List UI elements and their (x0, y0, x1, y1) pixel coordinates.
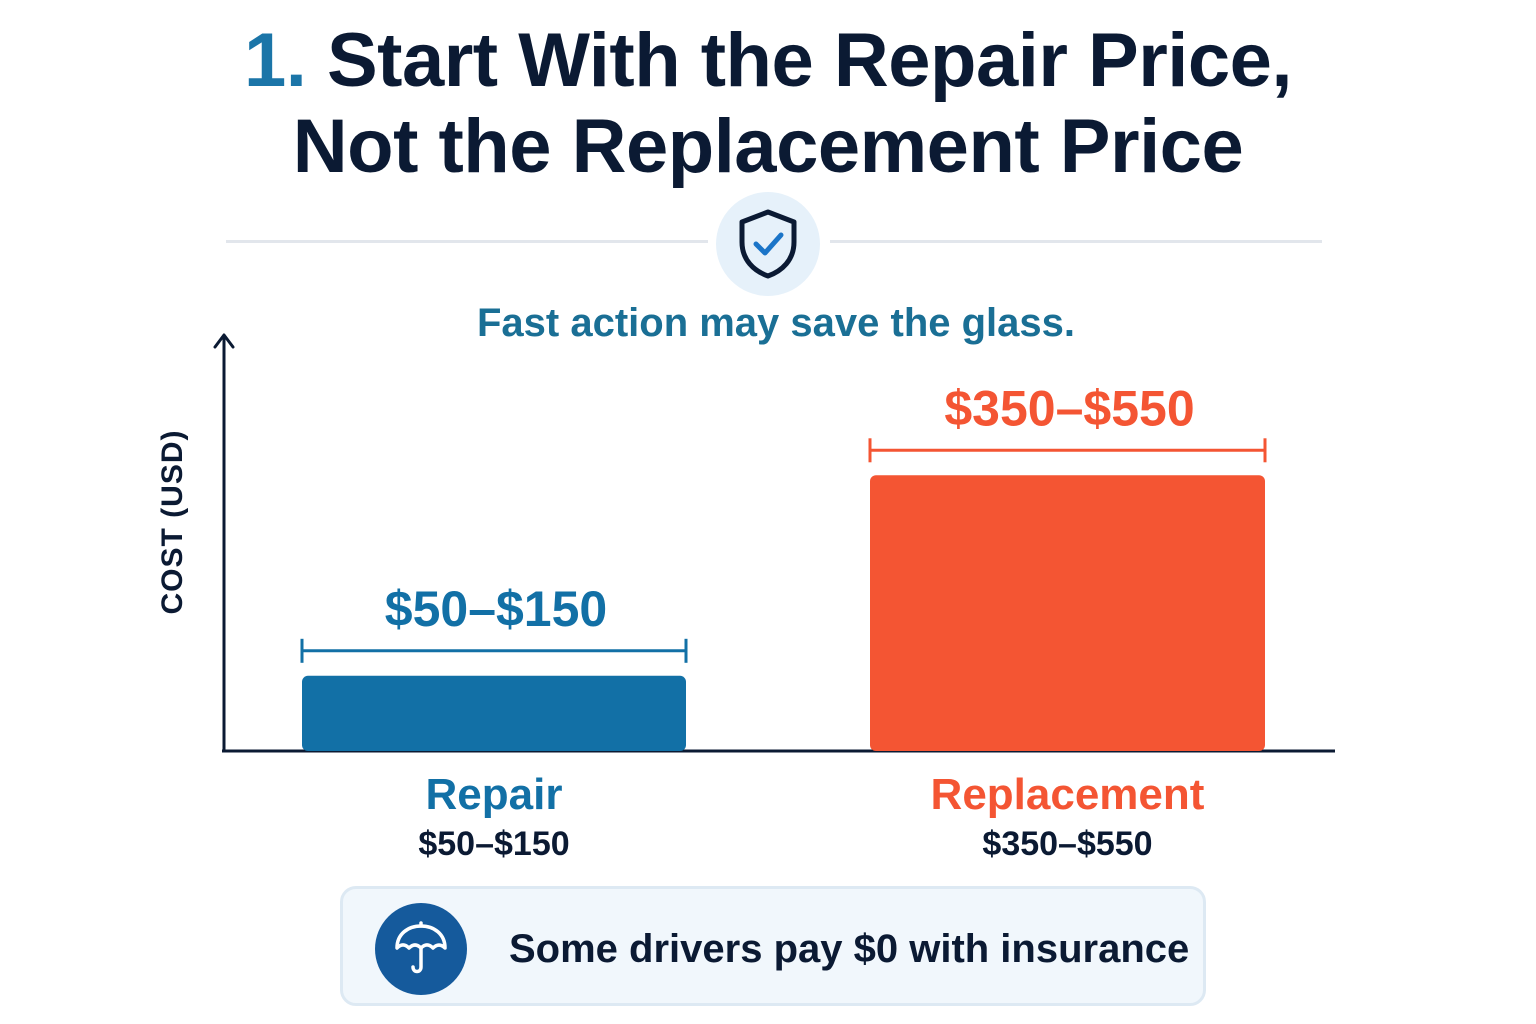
replacement-bar (870, 475, 1265, 751)
umbrella-icon (395, 921, 447, 974)
title-line-2: Not the Replacement Price (292, 104, 1244, 189)
insurance-callout-text: Some drivers pay $0 with insurance (509, 927, 1190, 971)
umbrella-icon-badge (375, 903, 467, 995)
shield-check-icon (739, 209, 797, 279)
repair-category-label: Repair (426, 770, 563, 819)
y-axis-arrow (213, 333, 235, 349)
insurance-callout: Some drivers pay $0 with insurance (340, 886, 1206, 1006)
y-axis-label: COST (USD) (156, 430, 189, 615)
title-line-1-text: Start With the Repair Price, (326, 18, 1293, 103)
replacement-price-label: $350–$550 (982, 825, 1152, 863)
shield-badge (716, 192, 820, 296)
chart-subtitle: Fast action may save the glass. (476, 301, 1076, 345)
replacement-category-label: Replacement (931, 770, 1205, 819)
title-line-1: 1. Start With the Repair Price, (0, 18, 1536, 104)
repair-bar (302, 675, 686, 751)
replacement-data-label: $350–$550 (944, 380, 1194, 436)
cost-comparison-chart: COST (USD) $50–$150 Repair $50–$150 $350–$55… (156, 333, 1335, 863)
page-title: 1. Start With the Repair Price, Not the … (0, 18, 1536, 190)
repair-data-label: $50–$150 (385, 581, 607, 637)
divider-left (226, 240, 708, 243)
title-number: 1. (243, 18, 307, 103)
divider-right (830, 240, 1322, 243)
repair-price-label: $50–$150 (418, 825, 569, 863)
